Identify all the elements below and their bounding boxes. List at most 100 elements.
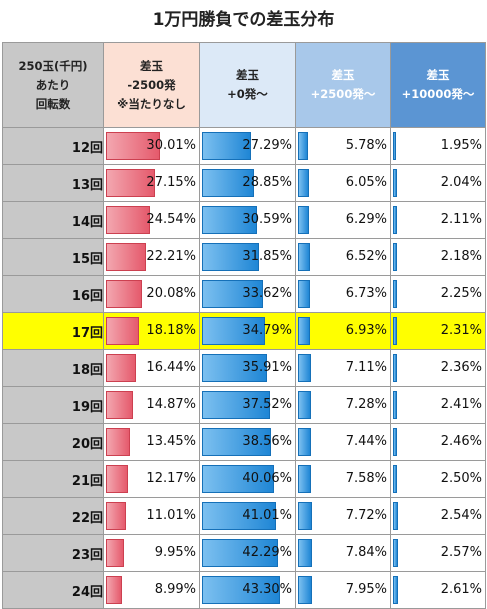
value-cell: 13.45% [103, 423, 200, 461]
row-label: 23回 [2, 534, 104, 572]
percent-value: 38.56% [242, 434, 292, 449]
value-cell: 2.31% [390, 312, 486, 350]
percent-value: 1.95% [440, 138, 482, 153]
value-cell: 43.30% [199, 571, 296, 609]
table-row: 24回 8.99% 43.30% 7.95% 2.61% [2, 571, 486, 609]
value-cell: 30.59% [199, 201, 296, 239]
table-row: 20回 13.45% 38.56% 7.44% 2.46% [2, 423, 486, 461]
value-cell: 2.11% [390, 201, 486, 239]
positive-bar [393, 539, 398, 567]
positive-bar [298, 280, 310, 308]
positive-bar [202, 169, 254, 197]
percent-value: 43.30% [242, 582, 292, 597]
percent-value: 11.01% [146, 508, 196, 523]
value-cell: 37.52% [199, 386, 296, 424]
percent-value: 2.36% [440, 360, 482, 375]
header-line: 回転数 [35, 96, 71, 111]
positive-bar [298, 169, 309, 197]
positive-bar [393, 428, 397, 456]
value-cell: 7.44% [295, 423, 391, 461]
value-cell: 6.52% [295, 238, 391, 276]
value-cell: 7.72% [295, 497, 391, 535]
negative-bar [106, 317, 139, 345]
percent-value: 2.50% [440, 471, 482, 486]
positive-bar [298, 132, 308, 160]
percent-value: 6.93% [345, 323, 387, 338]
percent-value: 30.59% [242, 212, 292, 227]
positive-bar [393, 465, 397, 493]
positive-bar [202, 391, 270, 419]
value-cell: 34.79% [199, 312, 296, 350]
percent-value: 2.46% [440, 434, 482, 449]
table-row: 17回 18.18% 34.79% 6.93% 2.31% [2, 312, 486, 350]
percent-value: 7.28% [345, 397, 387, 412]
percent-value: 2.57% [440, 545, 482, 560]
row-label: 18回 [2, 349, 104, 387]
header-line: 差玉 [140, 58, 163, 73]
header-line: 250玉(千円) [18, 58, 88, 73]
header-plus-10000: 差玉 +10000発～ [390, 42, 486, 128]
value-cell: 2.25% [390, 275, 486, 313]
percent-value: 2.41% [440, 397, 482, 412]
value-cell: 6.29% [295, 201, 391, 239]
negative-bar [106, 576, 122, 604]
percent-value: 2.54% [440, 508, 482, 523]
table-row: 12回 30.01% 27.29% 5.78% 1.95% [2, 127, 486, 165]
header-line: 差玉 [331, 68, 355, 82]
percent-value: 13.45% [146, 434, 196, 449]
percent-value: 40.06% [242, 471, 292, 486]
value-cell: 40.06% [199, 460, 296, 498]
value-cell: 2.61% [390, 571, 486, 609]
percent-value: 27.15% [146, 175, 196, 190]
percent-value: 35.91% [242, 360, 292, 375]
percent-value: 37.52% [242, 397, 292, 412]
negative-bar [106, 465, 128, 493]
percent-value: 2.25% [440, 286, 482, 301]
value-cell: 42.29% [199, 534, 296, 572]
value-cell: 2.41% [390, 386, 486, 424]
table-row: 23回 9.95% 42.29% 7.84% 2.57% [2, 534, 486, 572]
header-line: 差玉 [236, 68, 259, 82]
positive-bar [202, 243, 259, 271]
table-row: 22回 11.01% 41.01% 7.72% 2.54% [2, 497, 486, 535]
header-line: 差玉 [426, 68, 450, 82]
percent-value: 7.95% [345, 582, 387, 597]
percent-value: 7.58% [345, 471, 387, 486]
row-label: 19回 [2, 386, 104, 424]
percent-value: 33.62% [242, 286, 292, 301]
positive-bar [202, 317, 265, 345]
positive-bar [298, 391, 311, 419]
percent-value: 16.44% [146, 360, 196, 375]
positive-bar [393, 132, 396, 160]
row-label: 17回 [2, 312, 104, 350]
header-line: ※当たりなし [117, 96, 186, 111]
value-cell: 9.95% [103, 534, 200, 572]
header-line: -2500発 [127, 77, 176, 92]
negative-bar [106, 391, 133, 419]
percent-value: 7.11% [345, 360, 387, 375]
negative-bar [106, 428, 130, 456]
percent-value: 6.73% [345, 286, 387, 301]
positive-bar [202, 280, 263, 308]
percent-value: 24.54% [146, 212, 196, 227]
value-cell: 30.01% [103, 127, 200, 165]
value-cell: 22.21% [103, 238, 200, 276]
header-spins: 250玉(千円) あたり 回転数 [2, 42, 104, 128]
row-label: 15回 [2, 238, 104, 276]
page-title: 1万円勝負での差玉分布 [152, 10, 335, 30]
value-cell: 11.01% [103, 497, 200, 535]
negative-bar [106, 243, 146, 271]
percent-value: 7.44% [345, 434, 387, 449]
percent-value: 6.52% [345, 249, 387, 264]
row-label: 20回 [2, 423, 104, 461]
value-cell: 41.01% [199, 497, 296, 535]
value-cell: 27.29% [199, 127, 296, 165]
positive-bar [298, 243, 310, 271]
header-line: あたり [35, 77, 71, 92]
value-cell: 12.17% [103, 460, 200, 498]
percent-value: 2.11% [440, 212, 482, 227]
value-cell: 38.56% [199, 423, 296, 461]
value-cell: 7.58% [295, 460, 391, 498]
positive-bar [298, 206, 309, 234]
negative-bar [106, 502, 126, 530]
